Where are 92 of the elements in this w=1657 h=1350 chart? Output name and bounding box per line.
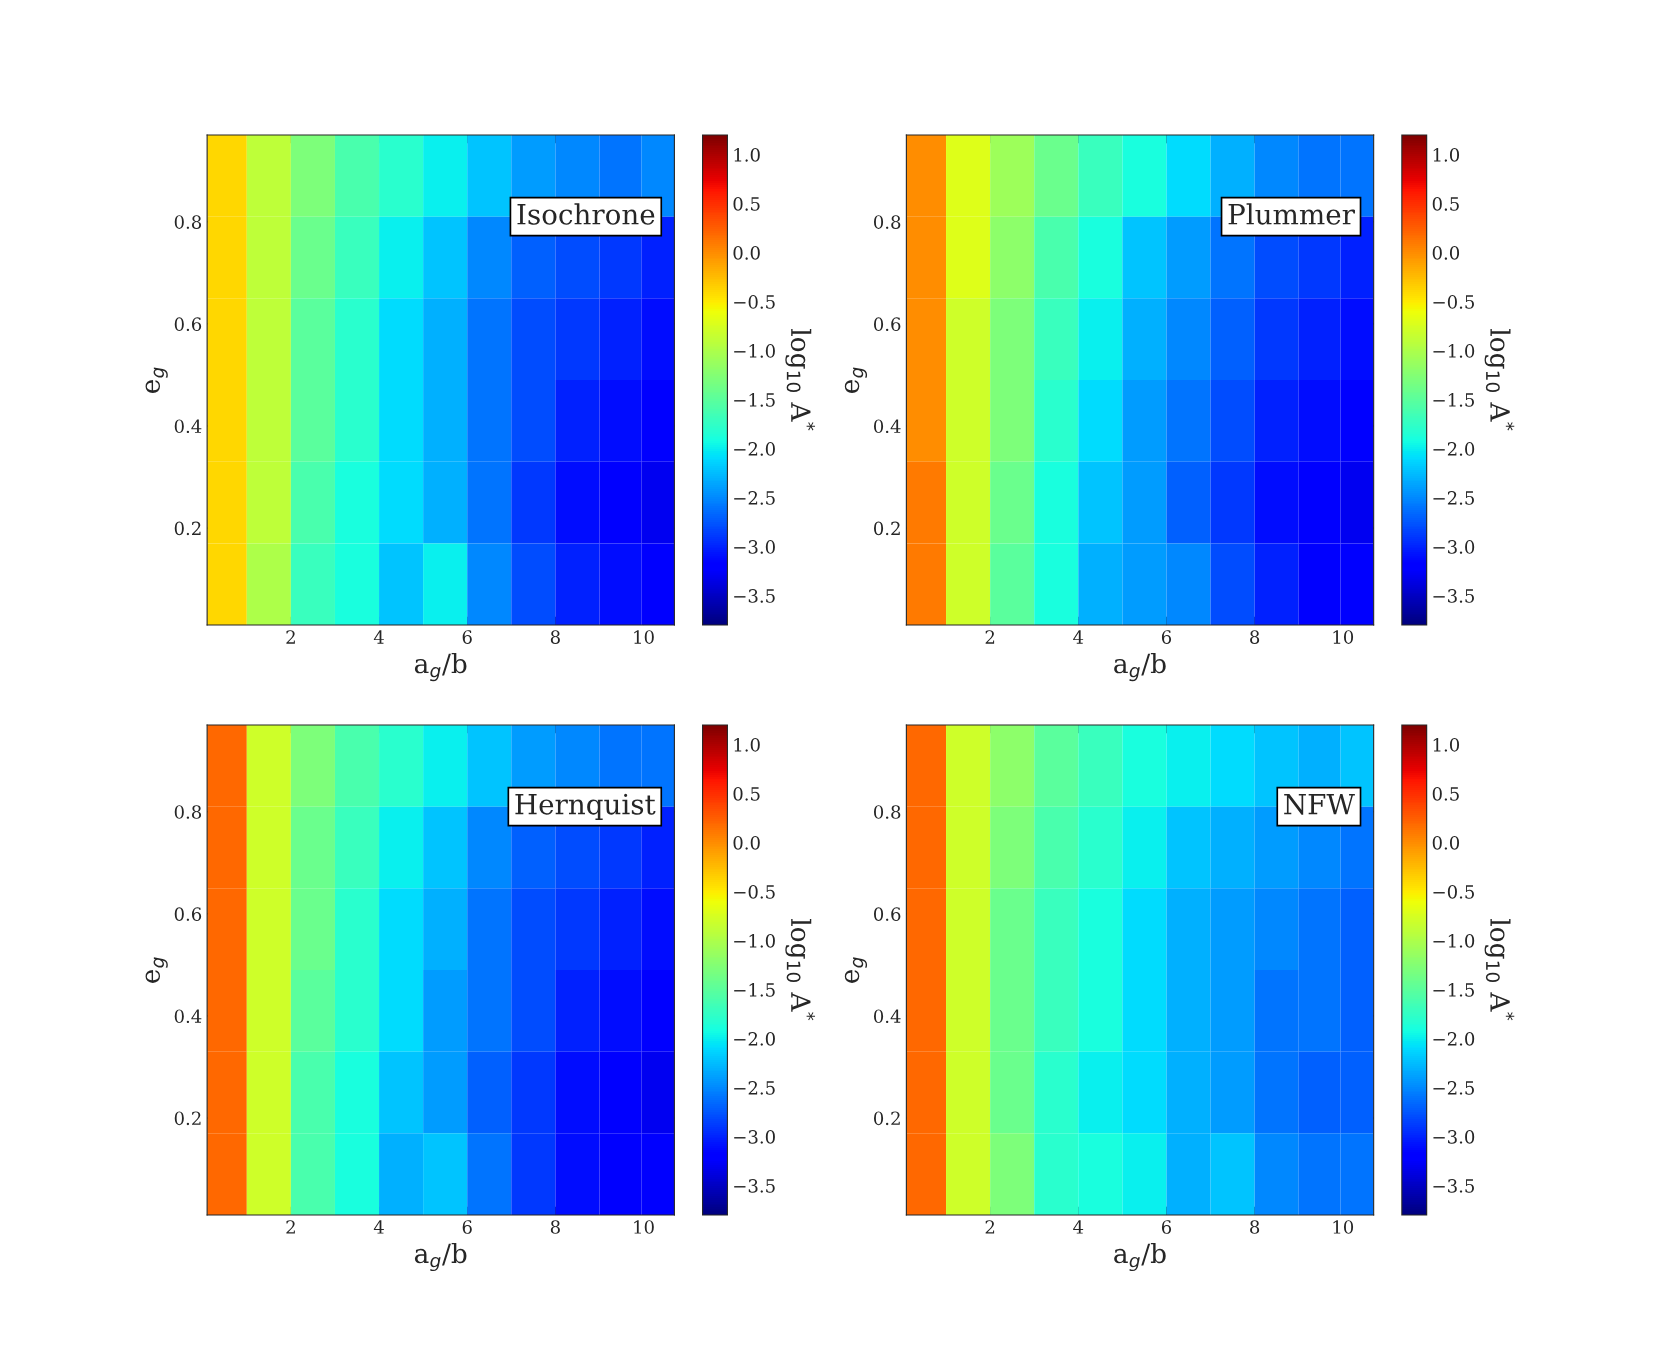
x-tick-label: 2 [985,1220,995,1234]
color-bar-label: −1.0 [1433,344,1475,358]
color-bar-label: −2.0 [734,1032,775,1046]
x-tick-label: 2 [985,630,995,644]
color-bar-label: −2.5 [1433,1081,1474,1095]
y-tick-label: 0.6 [873,317,901,331]
color-bar-label: −3.0 [1433,540,1475,554]
color-bar-label: 1.0 [734,148,760,162]
y-tick-label: 0.6 [873,907,901,921]
color-bar-label: −1.0 [734,344,775,358]
color-bar-label: −2.0 [1433,1032,1475,1046]
text: Isochrone [517,203,655,225]
x-tick-label: 8 [1250,1220,1260,1234]
color-bar-label: −3.0 [1433,1130,1475,1144]
color-bar-label: −3.0 [734,1130,775,1144]
x-tick-label: 6 [1161,630,1172,644]
color-bar-label: −2.5 [1433,491,1474,505]
color-bar-label: 0.0 [1432,836,1460,850]
y-tick-label: 0.2 [174,521,201,536]
color-bar-label: −2.5 [734,491,775,505]
text: Plummer [1228,203,1355,225]
y-tick-label: 0.8 [174,215,202,229]
y-tick-label: 0.2 [174,1111,201,1126]
text: Hernquist [515,793,656,821]
color-bar-label: −1.0 [1433,934,1475,948]
color-bar-label: −2.5 [734,1081,775,1095]
y-tick-label: 0.4 [174,419,202,434]
color-bar-label: 0.0 [733,836,760,850]
x-axis-title: a$_{g}$/b [414,652,467,682]
x-tick-label: 6 [1161,1220,1172,1234]
x-axis-title: a$_{g}$/b [414,1242,467,1272]
x-tick-label: 8 [550,1220,560,1234]
color-bar-label: −1.5 [1433,983,1474,997]
color-bar-label: 0.5 [733,197,760,211]
x-tick-label: 8 [1250,630,1260,644]
color-bar-label: −0.5 [734,885,775,899]
y-axis-title: e$_{g}$ [145,367,168,393]
y-tick-label: 0.4 [873,1009,901,1024]
x-axis-title: a$_{g}$/b [1114,1242,1166,1272]
x-tick-label: 4 [1073,630,1084,644]
y-tick-label: 0.4 [873,419,901,434]
color-bar-label: 0.0 [733,246,760,260]
color-bar-title: log$_{10}$ A$^{*}$ [785,919,816,1021]
x-tick-label: 4 [1073,1220,1084,1234]
y-tick-label: 0.6 [174,317,202,331]
y-tick-label: 0.6 [174,907,202,921]
color-bar-label: −1.0 [734,934,775,948]
color-bar-label: −1.5 [734,393,775,407]
y-axis-title: e$_{g}$ [145,957,168,983]
x-tick-label: 4 [373,1220,384,1234]
color-bar-label: −0.5 [1433,885,1474,899]
color-bar-label: −3.0 [734,540,775,554]
x-axis-title: a$_{g}$/b [1114,652,1166,682]
x-tick-label: 2 [286,630,295,644]
color-bar-label: 1.0 [734,738,760,752]
y-tick-label: 0.8 [174,805,202,819]
color-bar-label: 1.0 [1433,148,1460,162]
x-tick-label: 6 [462,630,472,644]
color-bar-label: −3.5 [734,1179,775,1193]
color-bar-label: 0.5 [733,787,760,801]
x-tick-label: 2 [286,1220,295,1234]
x-tick-label: 8 [550,630,560,644]
y-tick-label: 0.4 [174,1009,202,1024]
color-bar-label: −2.0 [1433,442,1475,456]
color-bar-label: 0.5 [1432,787,1459,801]
y-tick-label: 0.2 [873,1111,900,1126]
color-bar-label: −0.5 [734,295,775,309]
y-axis-title: e$_{g}$ [844,957,868,983]
x-tick-label: 10 [634,1220,654,1234]
color-bar-label: −2.0 [734,442,775,456]
x-tick-label: 10 [1333,1220,1354,1234]
text: NFW [1284,794,1355,815]
color-bar-label: −3.5 [734,589,775,603]
color-bar-title: log$_{10}$ A$^{*}$ [1484,329,1515,431]
color-bar-label: 1.0 [1433,738,1460,752]
y-tick-label: 0.8 [873,805,901,819]
color-bar-title: log$_{10}$ A$^{*}$ [785,329,816,431]
y-tick-label: 0.8 [873,215,901,229]
color-bar-label: −0.5 [1433,295,1474,309]
x-tick-label: 4 [373,630,384,644]
color-bar-label: −3.5 [1433,589,1474,603]
color-bar-label: −1.5 [1433,393,1474,407]
color-bar-label: −3.5 [1433,1179,1474,1193]
color-bar-label: −1.5 [734,983,775,997]
color-bar-label: 0.0 [1432,246,1460,260]
x-tick-label: 10 [1333,630,1354,644]
x-tick-label: 10 [634,630,654,644]
y-tick-label: 0.2 [873,521,900,536]
y-axis-title: e$_{g}$ [844,367,868,393]
color-bar-title: log$_{10}$ A$^{*}$ [1484,919,1515,1021]
x-tick-label: 6 [462,1220,472,1234]
color-bar-label: 0.5 [1432,197,1459,211]
